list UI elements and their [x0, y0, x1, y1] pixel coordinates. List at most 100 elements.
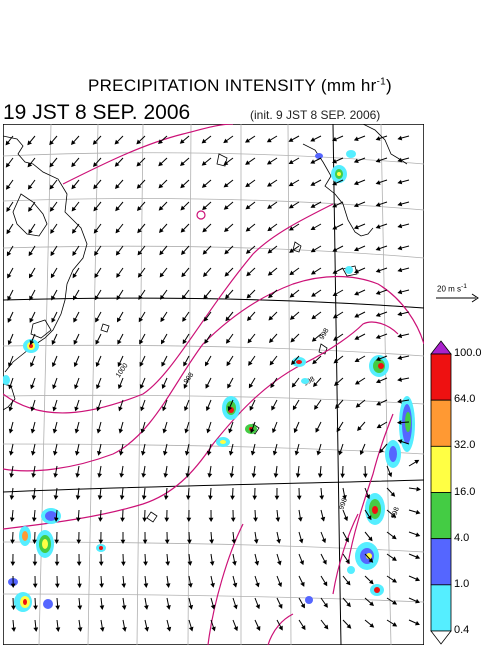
wind-arrow-head — [267, 204, 273, 209]
wind-arrow-head — [163, 450, 168, 456]
wind-arrow-head — [336, 427, 341, 433]
wind-arrow-head — [187, 539, 192, 545]
wind-arrow-head — [118, 450, 124, 456]
wind-arrow-head — [99, 627, 105, 632]
wind-arrow-head — [185, 473, 191, 478]
wind-arrow-head — [31, 517, 37, 522]
wind-arrow-head — [362, 473, 368, 479]
wind-arrow-head — [277, 582, 283, 588]
wind-arrow-head — [165, 561, 171, 566]
wind-arrow-head — [77, 605, 83, 610]
wind-arrow-head — [7, 295, 12, 301]
wind-arrow-head — [247, 338, 253, 344]
wind-arrow-head — [273, 473, 279, 478]
wind-arrow-head — [310, 270, 316, 275]
wind-arrow-head — [203, 294, 208, 300]
wind-arrow-head — [76, 561, 82, 567]
coastlines — [3, 124, 408, 523]
wind-arrow-head — [416, 486, 421, 492]
wind-arrow-head — [10, 561, 16, 567]
wind-arrow-head — [144, 626, 150, 632]
init-time: (init. 9 JST 8 SEP. 2006) — [250, 108, 381, 122]
wind-arrow-head — [201, 183, 207, 188]
wind-arrow-head — [310, 159, 316, 164]
wind-arrow-head — [138, 317, 144, 323]
wind-arrow-head — [375, 202, 381, 207]
valid-time: 19 JST 8 SEP. 2006 — [3, 101, 191, 124]
wind-arrow-head — [118, 406, 123, 412]
wind-arrow-head — [276, 539, 281, 544]
wind-arrow-head — [7, 273, 12, 279]
wind-arrow-head — [49, 184, 55, 190]
wind-arrow-head — [72, 295, 78, 301]
wind-arrow-head — [353, 224, 359, 230]
wind-arrow-head — [375, 378, 381, 384]
wind-arrow-head — [187, 561, 193, 566]
wind-arrow-head — [392, 622, 398, 627]
wind-arrow-head — [332, 203, 338, 208]
wind-arrow-head — [28, 229, 33, 235]
wind-arrow-head — [49, 206, 55, 212]
wind-arrow-head — [184, 428, 189, 434]
wind-arrow-head — [96, 428, 102, 434]
wind-arrow-head — [75, 517, 81, 522]
wind-arrow-head — [50, 273, 56, 279]
wind-arrow-head — [354, 380, 360, 385]
wind-arrow-head — [32, 583, 38, 589]
wind-arrow-head — [332, 136, 338, 142]
wind-arrow-head — [75, 473, 81, 478]
wind-arrow-head — [143, 561, 148, 566]
wind-arrow-head — [51, 317, 56, 323]
wind-arrow-head — [415, 576, 421, 582]
wind-arrow-head — [353, 158, 359, 164]
wind-arrow-head — [332, 159, 338, 164]
wind-arrow-head — [138, 295, 143, 300]
wind-arrow-head — [95, 339, 100, 345]
wind-arrow-head — [323, 602, 328, 608]
wind-arrow-head — [353, 202, 359, 208]
wind-arrow-head — [353, 136, 359, 142]
wind-arrow-head — [353, 246, 359, 252]
wind-arrow-head — [121, 561, 126, 567]
wind-arrow-head — [9, 450, 14, 456]
wind-arrow-head — [201, 138, 207, 144]
wind-arrow-head — [139, 339, 144, 345]
wind-arrow-head — [179, 139, 185, 144]
wind-arrow-head — [368, 536, 373, 542]
wind-arrow-head — [311, 292, 316, 297]
wind-arrow-head — [249, 405, 254, 411]
wind-arrow-head — [28, 206, 33, 212]
wind-arrow-head — [415, 598, 420, 604]
wind-arrow-head — [320, 516, 326, 522]
wind-arrow-head — [333, 358, 339, 364]
wind-arrow-head — [297, 517, 303, 522]
wind-arrow-head — [118, 428, 124, 434]
wind-arrow-head — [298, 538, 304, 544]
wind-arrow-head — [74, 406, 79, 412]
wind-arrow-head — [164, 517, 170, 523]
colorbar-level-label: 1.0 — [454, 577, 470, 590]
wind-arrow-head — [161, 361, 166, 367]
wind-arrow-head — [114, 161, 120, 167]
wind-arrow-head — [300, 581, 305, 587]
wind-arrow-head — [391, 513, 397, 518]
wind-arrow-head — [5, 184, 11, 190]
wind-arrow-head — [316, 450, 322, 456]
isobar-label: 998 — [303, 376, 317, 388]
reference-vector-arrow — [436, 293, 479, 303]
wind-arrow-head — [114, 139, 120, 145]
wind-arrow-head — [414, 459, 420, 465]
wind-arrow-head — [206, 428, 211, 434]
wind-arrow-head — [97, 473, 103, 478]
wind-arrow-head — [96, 450, 102, 456]
wind-arrow-head — [74, 384, 79, 390]
wind-arrow-head — [228, 428, 233, 434]
wind-arrow-head — [392, 600, 398, 605]
wind-arrow-head — [310, 203, 316, 208]
wind-arrow-head — [315, 427, 320, 433]
wind-arrow-head — [294, 450, 300, 456]
wind-arrow-head — [291, 360, 296, 365]
wind-arrow-head — [55, 605, 61, 610]
colorbar-level-label: 16.0 — [454, 485, 476, 498]
wind-arrow-head — [321, 538, 327, 544]
